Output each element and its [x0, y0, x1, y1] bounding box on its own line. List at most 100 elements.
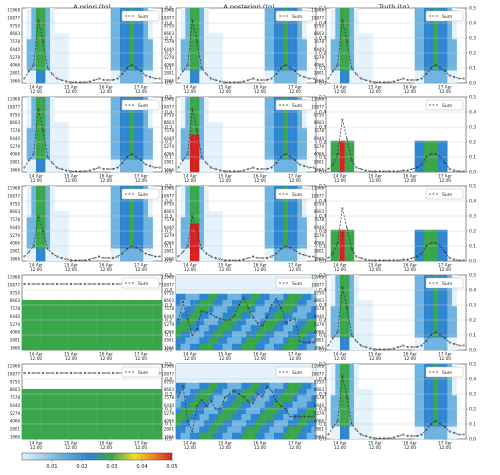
- heatmap-cell: [428, 147, 434, 154]
- heatmap-cell: [204, 395, 209, 402]
- heatmap-cell: [180, 109, 186, 116]
- heatmap-cell: [73, 401, 79, 408]
- left-tick-label: 8603: [314, 120, 325, 125]
- left-tick-label: 4066: [314, 330, 325, 335]
- heatmap-cell: [236, 337, 242, 344]
- heatmap-cell: [204, 159, 209, 166]
- heatmap-cell: [59, 306, 65, 313]
- heatmap-cell: [424, 26, 429, 34]
- heatmap-cell: [199, 420, 205, 427]
- heatmap-cell: [134, 337, 139, 344]
- heatmap-cell: [106, 407, 111, 415]
- heatmap-cell: [419, 325, 425, 332]
- heatmap-cell: [368, 389, 373, 396]
- left-tick-label: 2801: [164, 71, 175, 76]
- sum-point: [23, 166, 26, 169]
- heatmap-cell: [246, 275, 251, 282]
- heatmap-cell: [180, 26, 186, 34]
- heatmap-cell: [134, 147, 139, 154]
- heatmap-cell: [283, 248, 289, 255]
- heatmap-cell: [110, 192, 116, 199]
- heatmap-cell: [40, 14, 46, 21]
- heatmap-cell: [354, 432, 359, 440]
- heatmap-cell: [354, 287, 359, 294]
- heatmap-cell: [292, 140, 298, 148]
- heatmap-cell: [26, 159, 32, 166]
- right-tick-label: 0.4: [319, 110, 326, 116]
- heatmap-cell: [190, 122, 195, 129]
- heatmap-cell: [152, 414, 158, 421]
- heatmap-cell: [344, 70, 350, 77]
- heatmap-cell: [82, 407, 88, 415]
- heatmap-cell: [340, 343, 345, 351]
- sum-point: [411, 167, 414, 171]
- heatmap-cell: [452, 331, 457, 338]
- heatmap-cell: [344, 76, 350, 84]
- heatmap-cell: [143, 426, 149, 433]
- heatmap-cell: [204, 64, 209, 71]
- sum-point: [411, 345, 414, 349]
- heatmap-cell: [274, 45, 279, 52]
- heatmap-cell: [269, 426, 275, 433]
- heatmap-cell: [50, 147, 55, 154]
- sum-point: [23, 77, 26, 80]
- heatmap-cell: [344, 300, 350, 307]
- sum-point: [420, 433, 423, 436]
- heatmap-cell: [269, 64, 275, 71]
- heatmap-cell: [255, 287, 261, 294]
- sum-point: [411, 78, 414, 82]
- x-tick-sublabel: 12:00: [334, 445, 346, 450]
- heatmap-cell: [143, 389, 149, 396]
- sum-point: [345, 137, 349, 141]
- panel-grid: Sum1196810877975086037578644052794066280…: [7, 6, 476, 450]
- left-tick-label: 11968: [7, 97, 20, 102]
- heatmap-cell: [447, 414, 453, 421]
- heatmap-cell: [283, 223, 289, 230]
- heatmap-cell: [45, 128, 51, 135]
- left-tick-label: 11968: [161, 364, 174, 369]
- heatmap-cell: [414, 382, 420, 390]
- heatmap-cell: [433, 45, 439, 52]
- heatmap-cell: [227, 426, 233, 433]
- sum-point: [111, 371, 115, 375]
- heatmap-cell: [424, 165, 429, 173]
- heatmap-cell: [358, 58, 364, 65]
- heatmap-cell: [269, 76, 275, 84]
- sum-point: [219, 80, 222, 83]
- heatmap-cell: [269, 407, 275, 415]
- heatmap-cell: [428, 159, 434, 166]
- heatmap-cell: [288, 70, 293, 77]
- heatmap-cell: [278, 414, 284, 421]
- legend: Sum: [425, 366, 464, 378]
- heatmap-cell: [59, 300, 65, 307]
- sum-point: [130, 63, 133, 67]
- heatmap-cell: [73, 325, 79, 332]
- heatmap-cell: [50, 140, 55, 148]
- heatmap-cell: [269, 134, 275, 141]
- left-tick-label: 10877: [161, 104, 174, 109]
- heatmap-cell: [134, 51, 139, 59]
- heatmap-cell: [54, 128, 60, 135]
- heatmap-cell: [424, 331, 429, 338]
- heatmap-cell: [68, 426, 74, 433]
- heatmap-cell: [222, 275, 228, 282]
- heatmap-cell: [433, 337, 439, 344]
- sum-point: [406, 78, 409, 82]
- sum-point: [341, 207, 344, 210]
- heatmap-cell: [222, 395, 228, 402]
- sum-point: [32, 152, 35, 156]
- right-tick-label: 0.1: [469, 422, 476, 428]
- heatmap-cell: [64, 39, 69, 46]
- heatmap-cell: [26, 134, 32, 141]
- legend-box: [425, 277, 464, 289]
- heatmap-cell: [50, 254, 55, 262]
- heatmap-cell: [246, 331, 251, 338]
- heatmap-cell: [354, 395, 359, 402]
- heatmap-cell: [194, 229, 200, 237]
- heatmap-cell: [68, 420, 74, 427]
- right-tick-label: 0.1: [469, 66, 476, 72]
- heatmap-cell: [185, 217, 191, 224]
- heatmap-cell: [180, 204, 186, 212]
- heatmap-cell: [269, 306, 275, 313]
- heatmap-cell: [269, 159, 275, 166]
